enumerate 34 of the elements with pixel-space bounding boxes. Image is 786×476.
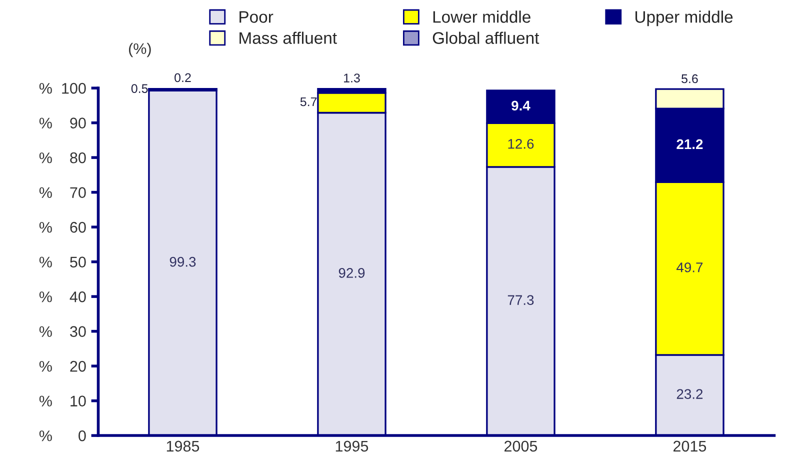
y-tick-label: % 0 — [39, 430, 86, 442]
legend-label: Upper middle — [635, 10, 733, 26]
data-label: 12.6 — [508, 138, 534, 149]
x-tick-label: 2005 — [504, 440, 538, 452]
y-tick-label: % 30 — [39, 326, 86, 337]
y-tick-label: % 10 — [39, 396, 86, 406]
data-label: 0.5 — [131, 84, 148, 93]
y-tick-label: % 40 — [39, 291, 86, 302]
text: (%) — [128, 42, 151, 58]
data-label: 23.2 — [676, 389, 703, 399]
y-tick-label: % 80 — [39, 152, 86, 164]
data-label: 5.7 — [300, 97, 317, 106]
data-label: 99.3 — [170, 256, 196, 267]
legend-label: Global affluent — [432, 32, 540, 44]
data-label: 0.2 — [174, 73, 191, 82]
legend-label: Mass affluent — [240, 32, 337, 44]
data-label: 49.7 — [676, 262, 703, 272]
y-tick-label: % 100 — [39, 82, 86, 94]
y-tick-label: % 70 — [39, 187, 86, 198]
legend-label: Poor — [240, 11, 274, 23]
data-label: 21.2 — [676, 139, 703, 149]
x-tick-label: 1985 — [166, 440, 200, 452]
data-label: 77.3 — [508, 295, 534, 305]
data-label: 92.9 — [338, 268, 365, 278]
data-label: 5.6 — [682, 74, 698, 84]
x-tick-label: 1995 — [336, 440, 368, 452]
y-tick-label: % 90 — [39, 118, 86, 128]
x-tick-label: 2015 — [673, 440, 706, 452]
data-label: 9.4 — [512, 100, 530, 111]
y-tick-label: % 60 — [39, 222, 86, 233]
y-tick-label: % 50 — [39, 256, 86, 268]
y-tick-label: % 20 — [39, 360, 86, 372]
data-label: 1.3 — [344, 74, 360, 82]
legend-label: Lower middle — [433, 10, 530, 23]
